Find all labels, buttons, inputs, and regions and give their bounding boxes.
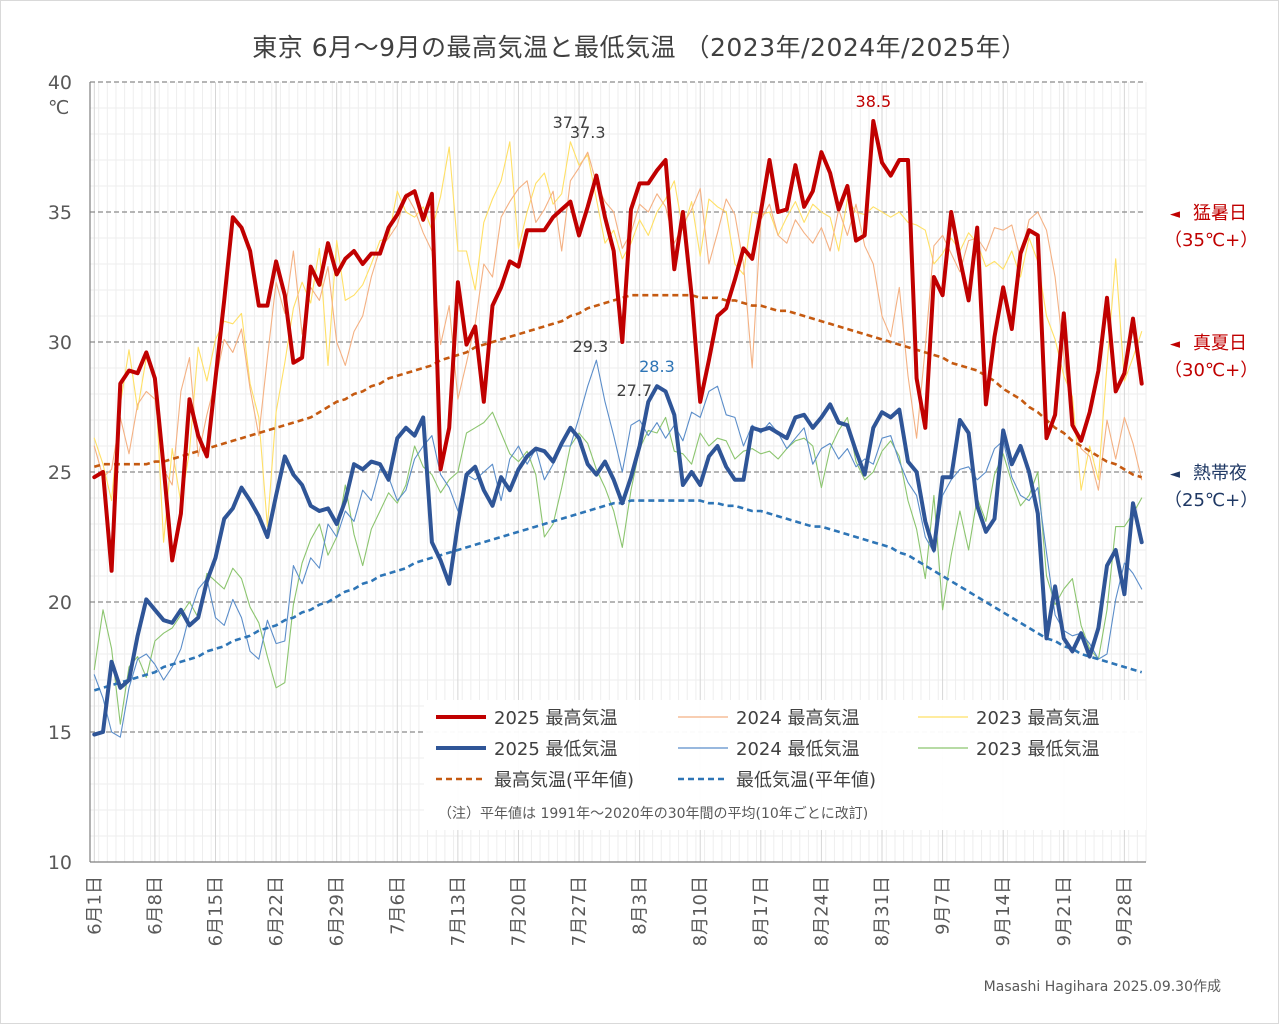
data-label: 38.5	[856, 92, 892, 111]
x-tick-label: 6月1日	[84, 876, 105, 935]
x-tick-label: 6月15日	[206, 876, 227, 946]
data-label: 27.7	[616, 381, 652, 400]
x-tick-label: 7月20日	[508, 876, 529, 946]
threshold-label: 真夏日	[1193, 333, 1247, 354]
data-label: 37.7	[553, 113, 589, 132]
y-tick-label: 30	[48, 332, 72, 354]
y-tick-label: 10	[48, 852, 72, 874]
x-tick-label: 8月17日	[751, 876, 772, 946]
series-line-3	[93, 359, 1143, 738]
x-tick-label: 7月27日	[569, 876, 590, 946]
threshold-marker: ◄	[1170, 467, 1180, 482]
legend-label: 2025 最低気温	[494, 739, 618, 760]
series-line-1	[92, 384, 1144, 737]
credit-text: Masashi Hagihara 2025.09.30作成	[983, 979, 1221, 995]
data-label: 29.3	[573, 337, 609, 356]
threshold-sub: （25℃+）	[1164, 490, 1258, 511]
y-tick-label: 40	[48, 72, 72, 94]
x-tick-label: 8月24日	[811, 876, 832, 946]
series-line-4	[93, 141, 1143, 543]
legend-label: 2025 最高気温	[494, 708, 618, 729]
legend-label: 最高気温(平年値)	[494, 770, 634, 791]
series-line-5	[93, 411, 1143, 725]
y-tick-label: 25	[48, 462, 72, 484]
legend-label: 2023 最高気温	[976, 708, 1100, 729]
threshold-marker: ◄	[1170, 207, 1180, 222]
x-tick-label: 7月6日	[387, 876, 408, 935]
threshold-marker: ◄	[1170, 337, 1180, 352]
legend-box	[424, 700, 1146, 830]
x-tick-label: 9月21日	[1054, 876, 1075, 946]
chart-note: （注）平年値は 1991年～2020年の30年間の平均(10年ごとに改訂)	[438, 806, 868, 822]
legend-label: 2023 最低気温	[976, 739, 1100, 760]
x-tick-label: 8月31日	[872, 876, 893, 946]
y-axis-unit: ℃	[48, 97, 69, 119]
threshold-sub: （35℃+）	[1164, 230, 1258, 251]
x-tick-label: 8月10日	[690, 876, 711, 946]
series-line-2	[93, 151, 1143, 491]
x-tick-label: 6月8日	[145, 876, 166, 935]
threshold-label: 熱帯夜	[1193, 463, 1247, 484]
x-tick-label: 6月29日	[327, 876, 348, 946]
x-tick-label: 6月22日	[266, 876, 287, 946]
x-tick-label: 8月3日	[630, 876, 651, 935]
x-tick-label: 9月28日	[1114, 876, 1135, 946]
y-tick-label: 20	[48, 592, 72, 614]
data-label: 37.3	[570, 123, 606, 142]
x-tick-label: 9月14日	[993, 876, 1014, 946]
x-tick-label: 7月13日	[448, 876, 469, 946]
legend-label: 2024 最高気温	[736, 708, 860, 729]
legend-label: 最低気温(平年値)	[736, 770, 876, 791]
y-tick-label: 15	[48, 722, 72, 744]
threshold-sub: （30℃+）	[1164, 360, 1258, 381]
chart-title: 東京 6月～9月の最高気温と最低気温 （2023年/2024年/2025年）	[252, 33, 1027, 62]
x-tick-label: 9月7日	[933, 876, 954, 935]
legend-label: 2024 最低気温	[736, 739, 860, 760]
y-tick-label: 35	[48, 202, 72, 224]
threshold-label: 猛暑日	[1193, 203, 1247, 224]
series-line-0	[92, 119, 1144, 573]
data-label: 28.3	[639, 357, 675, 376]
